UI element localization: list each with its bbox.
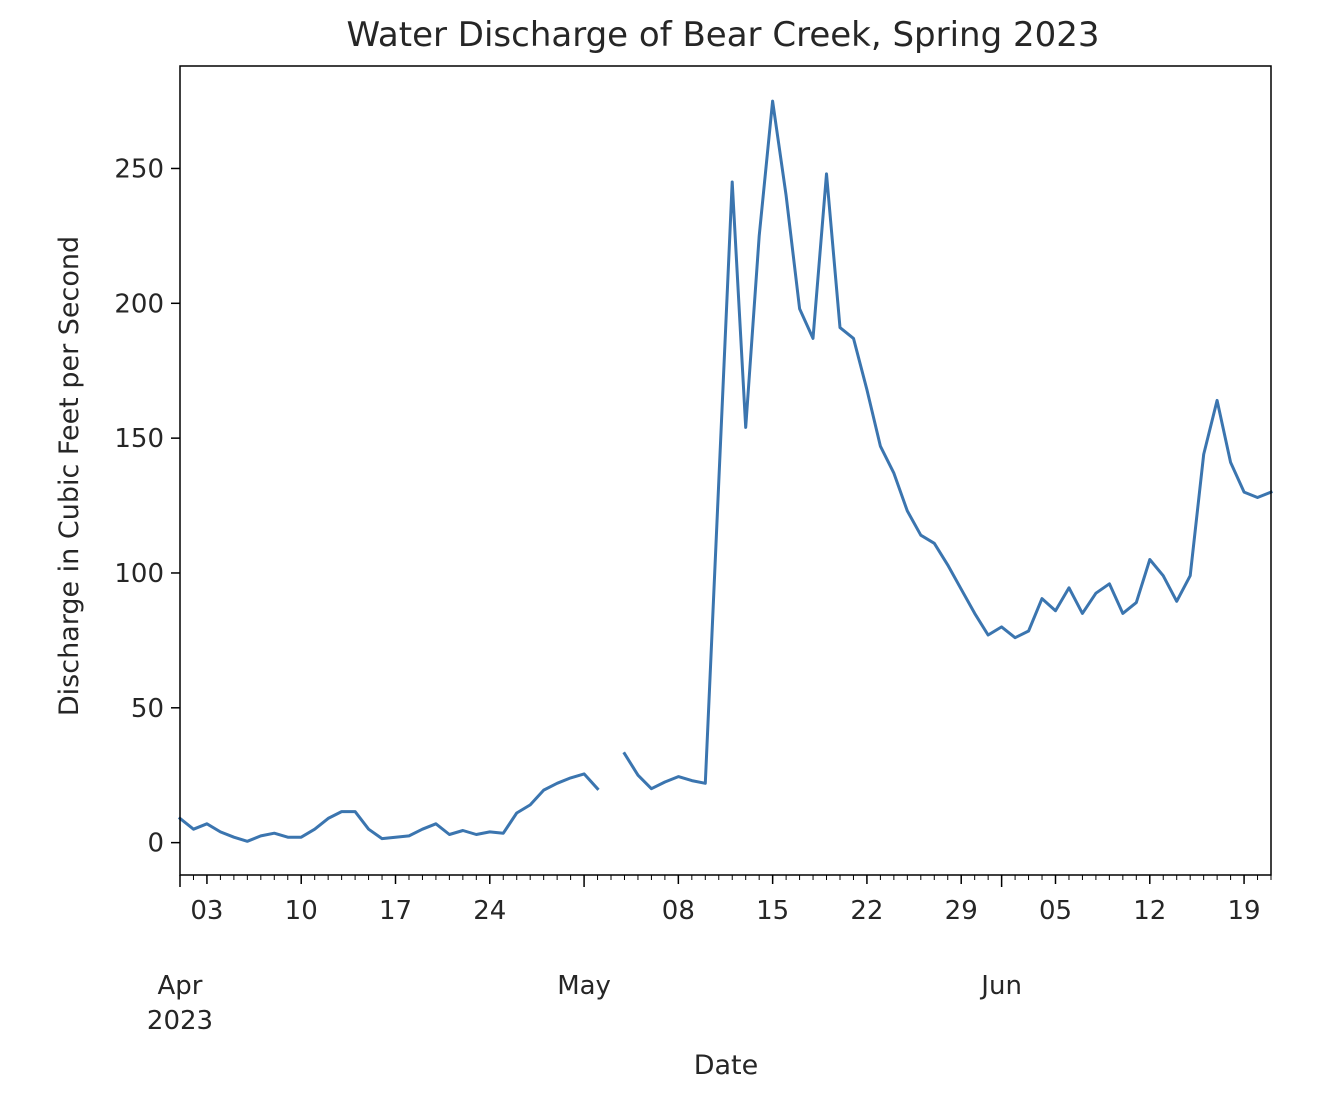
plot-area: 0 50 100 150 200 250 03 10 17 24 08 15 22 29 05 12 19 Apr…: [114, 65, 1273, 1036]
plot-frame: [179, 65, 1272, 876]
x-minor-tick-label: 03: [190, 896, 223, 926]
x-minor-tick-label: 22: [850, 896, 883, 926]
series-line-1: [177, 772, 600, 843]
x-minor-tick-label: 08: [662, 896, 695, 926]
y-tick-label: 150: [114, 424, 164, 454]
x-month-label: Jun: [979, 971, 1022, 1001]
x-month-label: May: [557, 971, 611, 1001]
x-minor-tick-label: 24: [473, 896, 506, 926]
y-tick-label: 50: [131, 694, 164, 724]
x-minor-tick-label: 29: [945, 896, 978, 926]
x-minor-tick-label: 10: [285, 896, 318, 926]
y-tick-label: 250: [114, 154, 164, 184]
x-month-label: Apr: [158, 971, 203, 1001]
x-minor-tick-label: 15: [756, 896, 789, 926]
chart-title: Water Discharge of Bear Creek, Spring 20…: [346, 15, 1099, 55]
series-line-2: [622, 99, 1273, 791]
x-year-label: 2023: [147, 1006, 213, 1036]
y-tick-label: 200: [114, 289, 164, 319]
x-minor-tick-label: 17: [379, 896, 412, 926]
x-minor-tick-label: 05: [1039, 896, 1072, 926]
y-tick-label: 0: [147, 829, 164, 859]
x-axis-label: Date: [694, 1050, 759, 1081]
x-minor-tick-label: 12: [1133, 896, 1166, 926]
y-tick-label: 100: [114, 559, 164, 589]
x-minor-tick-label: 19: [1228, 896, 1261, 926]
y-axis-label: Discharge in Cubic Feet per Second: [54, 236, 85, 716]
